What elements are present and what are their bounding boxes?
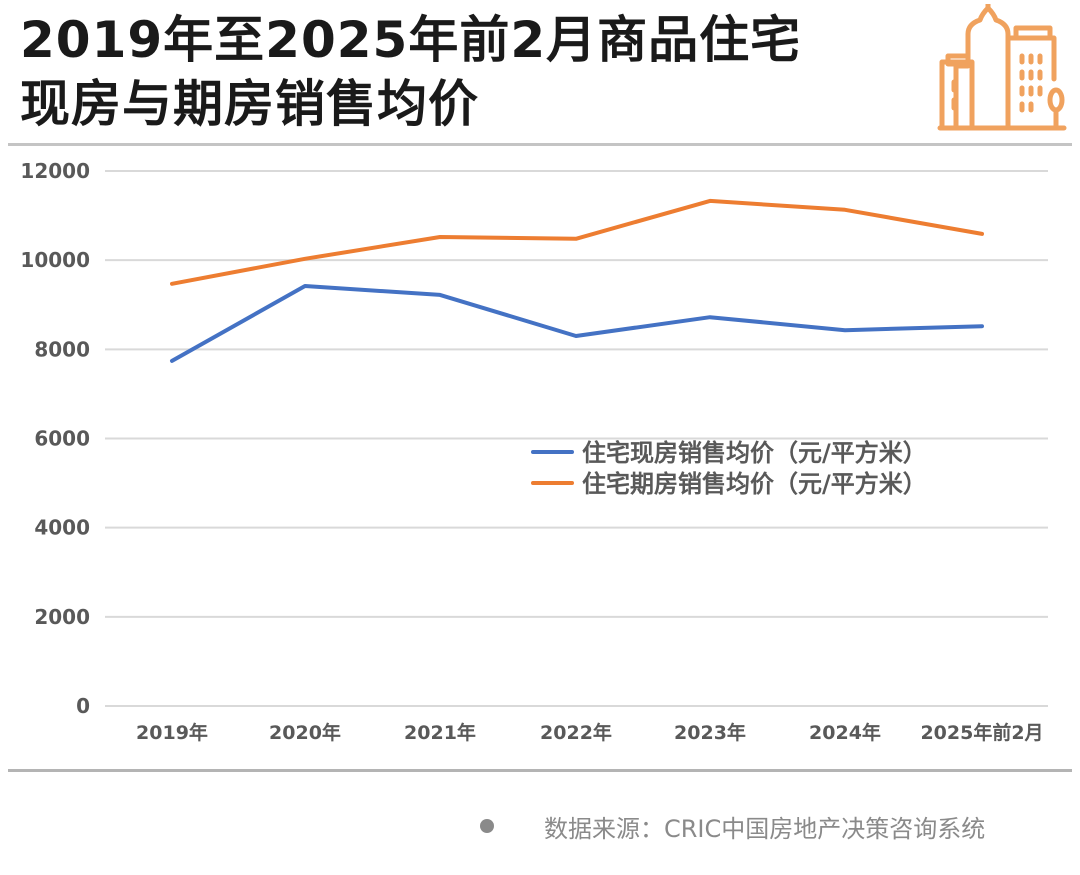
x-tick-label: 2019年 [136, 721, 208, 744]
title-line-1: 2019年至2025年前2月商品住宅 [20, 8, 920, 72]
legend: 住宅现房销售均价（元/平方米） 住宅期房销售均价（元/平方米） [533, 439, 927, 498]
title-line-2: 现房与期房销售均价 [20, 72, 920, 136]
y-tick-label: 8000 [34, 337, 90, 361]
x-tick-label: 2021年 [404, 721, 476, 744]
footer-divider [8, 769, 1072, 772]
x-tick-label: 2020年 [269, 721, 341, 744]
y-tick-label: 10000 [20, 248, 90, 272]
series-line-1 [172, 201, 982, 284]
y-tick-label: 4000 [34, 516, 90, 540]
x-tick-label: 2025年前2月 [920, 721, 1043, 744]
data-source-text: 数据来源：CRIC中国房地产决策咨询系统 [544, 809, 985, 844]
legend-label: 住宅期房销售均价（元/平方米） [582, 470, 927, 498]
x-tick-label: 2024年 [809, 721, 881, 744]
legend-label: 住宅现房销售均价（元/平方米） [582, 439, 927, 467]
header-divider [8, 143, 1072, 146]
y-tick-label: 2000 [34, 605, 90, 629]
x-tick-label: 2023年 [674, 721, 746, 744]
x-tick-label: 2022年 [540, 721, 612, 744]
x-axis-tick-labels: 2019年 2020年 2021年 2022年 2023年 2024年 2025年前2月 [136, 721, 1044, 744]
page-title: 2019年至2025年前2月商品住宅 现房与期房销售均价 [20, 8, 920, 136]
data-source: 数据来源：CRIC中国房地产决策咨询系统 [480, 806, 985, 846]
series-lines [172, 201, 982, 361]
y-tick-label: 0 [76, 694, 90, 718]
bullet-dot-icon [480, 819, 494, 833]
y-axis-tick-labels: 0 2000 4000 6000 8000 10000 12000 [20, 159, 90, 718]
city-buildings-icon [932, 4, 1072, 134]
y-tick-label: 6000 [34, 427, 90, 451]
y-tick-label: 12000 [20, 159, 90, 183]
